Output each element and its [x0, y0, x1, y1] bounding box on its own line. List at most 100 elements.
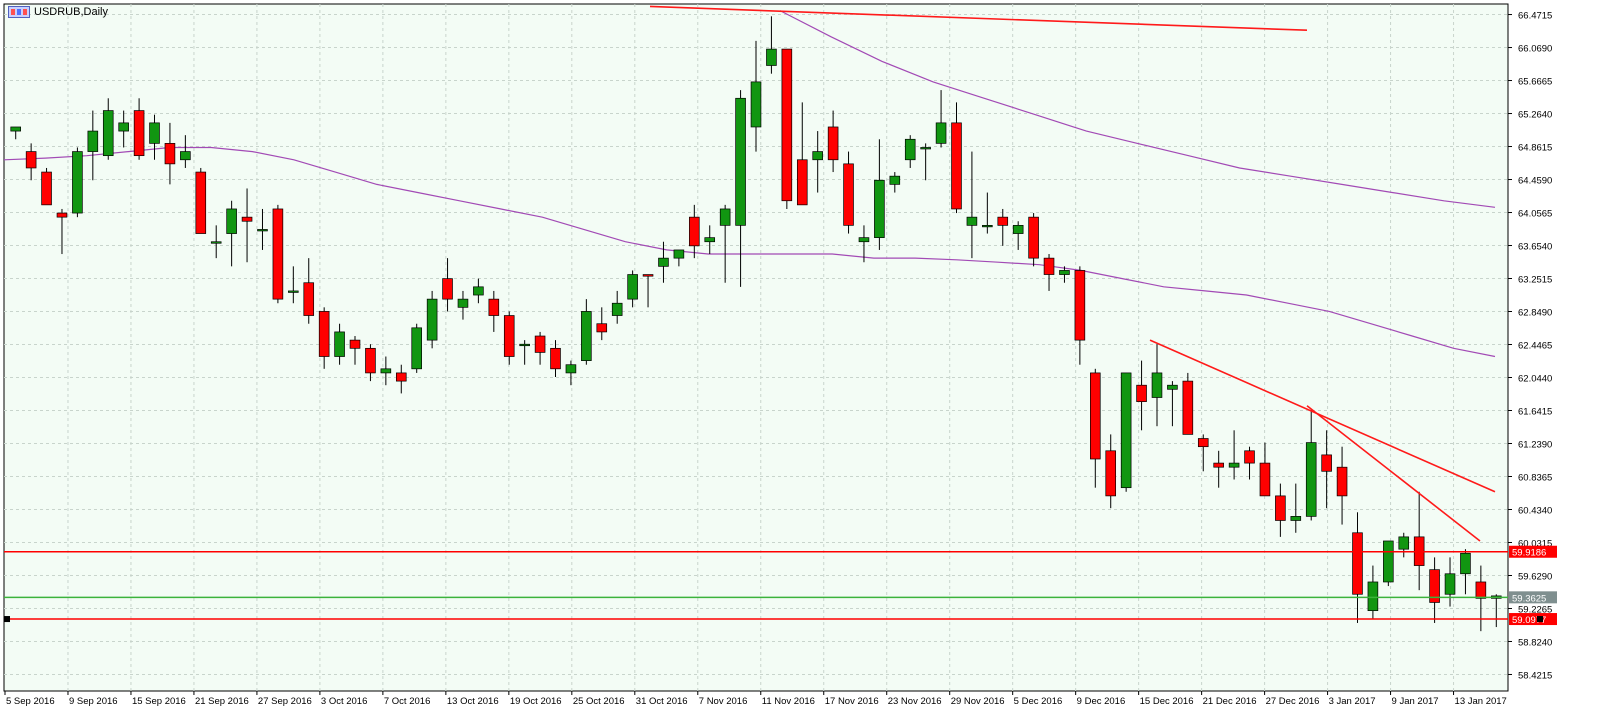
candle-body[interactable]	[10, 126, 21, 132]
candle-body[interactable]	[1090, 372, 1101, 460]
candle-body[interactable]	[1043, 257, 1055, 275]
candle-body[interactable]	[689, 216, 700, 247]
candle-body[interactable]	[658, 257, 669, 267]
candle-body[interactable]	[781, 48, 793, 202]
candle-body[interactable]	[1444, 573, 1456, 595]
candle-body[interactable]	[858, 237, 870, 243]
candle-body[interactable]	[904, 138, 916, 161]
candle-body[interactable]	[334, 331, 345, 357]
candle-body[interactable]	[704, 237, 716, 243]
candle-body[interactable]	[180, 151, 191, 161]
candle-body[interactable]	[627, 274, 638, 300]
candle-body[interactable]	[874, 179, 885, 238]
candle-body[interactable]	[1460, 552, 1471, 575]
candle-body[interactable]	[796, 159, 808, 206]
candle-body[interactable]	[442, 278, 453, 300]
candle-body[interactable]	[473, 286, 484, 296]
candle-body[interactable]	[673, 249, 685, 259]
candle-body[interactable]	[534, 335, 546, 353]
candle-body[interactable]	[349, 339, 361, 349]
candle-body[interactable]	[1398, 536, 1410, 550]
line-handle-right[interactable]	[1537, 616, 1543, 623]
candle-body[interactable]	[565, 364, 577, 374]
candle-body[interactable]	[457, 298, 469, 308]
candle-body[interactable]	[1213, 462, 1224, 468]
candle-body[interactable]	[827, 126, 839, 161]
candle-body[interactable]	[1383, 540, 1394, 583]
candle-body[interactable]	[41, 171, 52, 206]
candle-body[interactable]	[1367, 581, 1379, 612]
candle-body[interactable]	[318, 311, 330, 357]
candle-body[interactable]	[519, 343, 530, 347]
candle-body[interactable]	[1475, 581, 1487, 599]
candle-body[interactable]	[72, 151, 83, 214]
trend-line[interactable]	[1149, 339, 1496, 493]
candle-body[interactable]	[596, 323, 608, 333]
candle-body[interactable]	[87, 130, 99, 152]
candle-body[interactable]	[56, 212, 68, 218]
candle-body[interactable]	[303, 282, 315, 316]
candle-body[interactable]	[735, 97, 746, 226]
candle-body[interactable]	[982, 224, 993, 228]
candle-body[interactable]	[935, 122, 947, 144]
candle-body[interactable]	[503, 315, 515, 357]
candle-body[interactable]	[395, 372, 407, 382]
candle-body[interactable]	[241, 216, 253, 222]
candle-body[interactable]	[1352, 532, 1363, 595]
candle-body[interactable]	[1244, 450, 1255, 464]
candle-body[interactable]	[1305, 442, 1317, 517]
moving-average-line[interactable]	[3, 146, 1496, 358]
candle-body[interactable]	[1151, 372, 1163, 398]
moving-average-line[interactable]	[779, 10, 1496, 208]
candle-body[interactable]	[257, 229, 268, 232]
candle-body[interactable]	[1167, 384, 1178, 390]
candle-body[interactable]	[411, 327, 422, 370]
trend-line[interactable]	[1306, 405, 1481, 542]
candle-body[interactable]	[1321, 454, 1332, 472]
candle-body[interactable]	[611, 302, 623, 316]
candle-body[interactable]	[1028, 216, 1039, 259]
candle-body[interactable]	[380, 368, 392, 374]
candle-body[interactable]	[102, 110, 114, 157]
line-handle-left[interactable]	[4, 616, 10, 623]
candle-body[interactable]	[1182, 380, 1194, 435]
candle-body[interactable]	[195, 171, 207, 234]
candle-body[interactable]	[951, 122, 962, 210]
candle-body[interactable]	[488, 298, 500, 316]
candle-body[interactable]	[365, 347, 376, 374]
candle-body[interactable]	[1429, 569, 1440, 603]
candle-body[interactable]	[1136, 384, 1147, 402]
candle-body[interactable]	[1275, 495, 1286, 521]
candle-body[interactable]	[766, 48, 777, 66]
candle-body[interactable]	[118, 122, 129, 132]
candle-body[interactable]	[966, 216, 978, 226]
candle-body[interactable]	[889, 175, 901, 185]
trend-line[interactable]	[649, 5, 1308, 32]
candle-body[interactable]	[164, 143, 176, 165]
candle-body[interactable]	[1228, 462, 1240, 468]
candle-body[interactable]	[1012, 224, 1024, 234]
candle-body[interactable]	[1259, 462, 1271, 497]
candle-body[interactable]	[843, 163, 854, 226]
candle-body[interactable]	[642, 274, 654, 277]
candle-body[interactable]	[1290, 516, 1302, 521]
candle-body[interactable]	[210, 241, 222, 244]
candle-body[interactable]	[288, 290, 299, 293]
candle-body[interactable]	[920, 147, 931, 150]
candle-body[interactable]	[1074, 270, 1086, 341]
candle-body[interactable]	[812, 151, 823, 161]
candle-body[interactable]	[272, 208, 284, 300]
candle-body[interactable]	[550, 347, 561, 370]
candle-body[interactable]	[1105, 450, 1117, 497]
candle-body[interactable]	[719, 208, 731, 226]
candle-body[interactable]	[581, 311, 592, 361]
candle-body[interactable]	[25, 151, 37, 169]
candle-body[interactable]	[1336, 466, 1348, 497]
candle-body[interactable]	[1197, 438, 1209, 448]
candle-body[interactable]	[1059, 270, 1070, 275]
candle-body[interactable]	[997, 216, 1009, 226]
candle-body[interactable]	[226, 208, 237, 234]
candle-body[interactable]	[149, 122, 160, 144]
